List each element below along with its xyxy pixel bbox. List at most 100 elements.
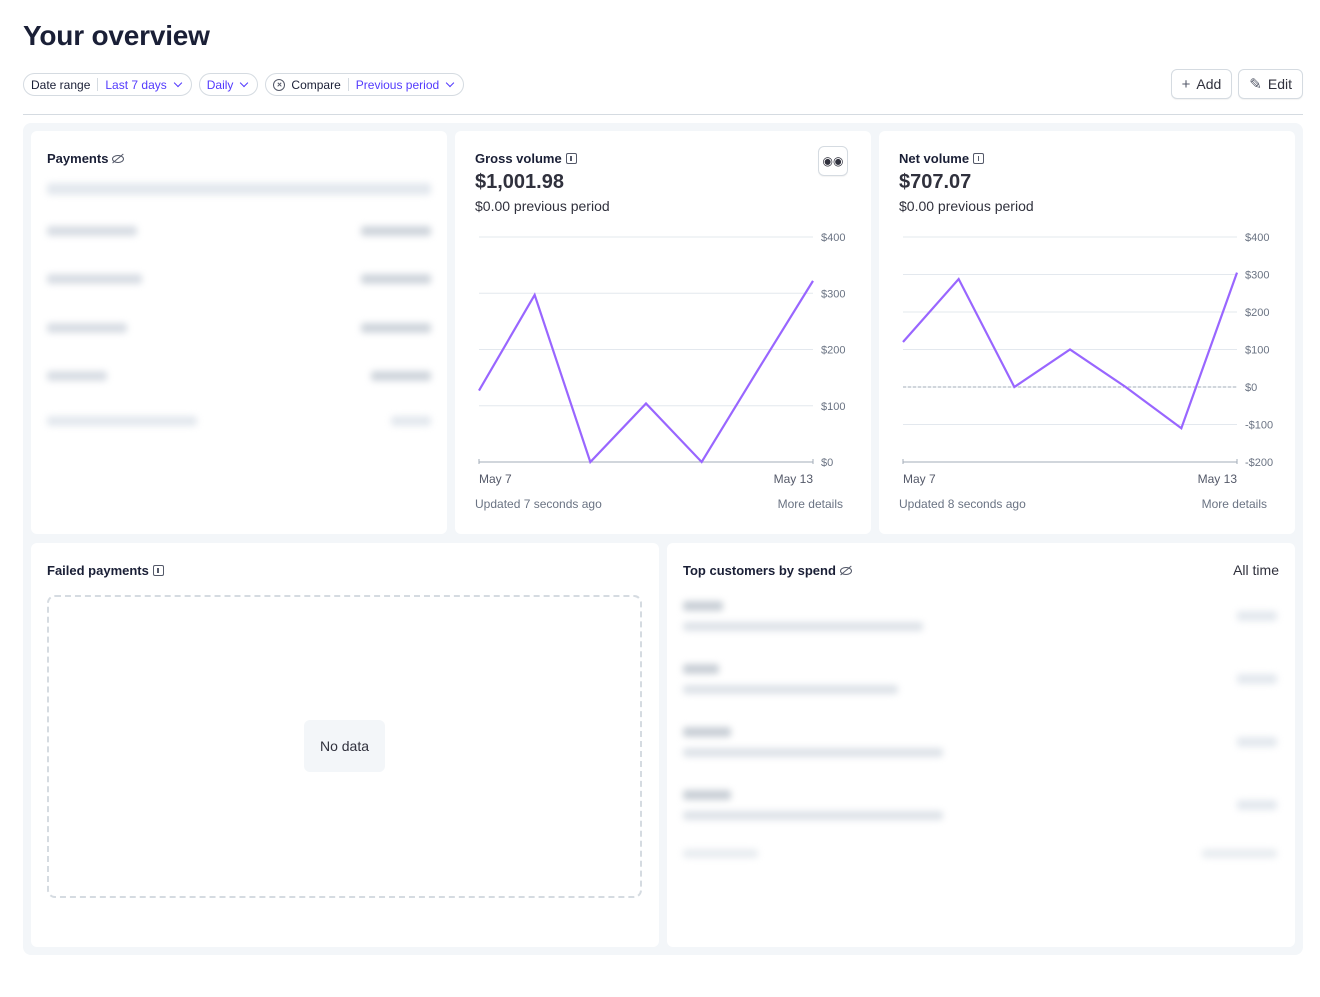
- pencil-icon: ✎: [1249, 76, 1262, 93]
- y-tick-label: $200: [1245, 307, 1269, 319]
- blurred-footer-value: [1202, 849, 1277, 858]
- blurred-customer-email: [683, 811, 943, 820]
- net-volume-chart: -$200 -$100 $0 $100 $200 $300 $400 May 7 May 13: [902, 232, 1273, 486]
- gross-volume-card[interactable]: Gross volume ◉◉ $1,001.98 $0.00 previous…: [455, 131, 871, 534]
- chevron-down-icon: [240, 78, 249, 88]
- compare-filter[interactable]: Compare Previous period: [265, 73, 465, 96]
- header-divider: [23, 114, 1303, 115]
- date-range-filter[interactable]: Date range Last 7 days: [23, 73, 192, 96]
- series-line: [478, 280, 814, 465]
- chevron-down-icon: [173, 78, 182, 88]
- failed-payments-title: Failed payments: [47, 563, 164, 578]
- blurred-row: [391, 416, 431, 426]
- chevron-down-icon: [445, 78, 455, 88]
- blurred-row: [47, 226, 137, 236]
- gross-volume-title: Gross volume: [475, 151, 577, 166]
- y-tick-label: $200: [821, 345, 845, 357]
- y-tick-label: $0: [821, 457, 833, 469]
- hidden-eye-icon: [112, 154, 125, 163]
- net-volume-card[interactable]: Net volume $707.07 $0.00 previous period…: [879, 131, 1295, 534]
- gross-volume-updated: Updated 7 seconds ago: [475, 497, 602, 511]
- hidden-eye-icon: [839, 566, 852, 575]
- x-tick-label: May 13: [1198, 472, 1238, 486]
- blurred-customer-spend: [1237, 737, 1277, 747]
- page-title: Your overview: [23, 20, 210, 51]
- blurred-customer-email: [683, 685, 898, 694]
- top-customers-title-text: Top customers by spend: [683, 563, 836, 578]
- add-button[interactable]: + Add: [1170, 69, 1233, 99]
- filter-bar: Date range Last 7 days Daily Compare Pre…: [23, 73, 465, 96]
- blurred-row: [47, 371, 107, 381]
- info-icon[interactable]: [973, 153, 985, 164]
- net-volume-value: $707.07: [899, 171, 972, 193]
- edit-button[interactable]: ✎ Edit: [1238, 69, 1303, 99]
- binoculars-button[interactable]: ◉◉: [818, 146, 848, 176]
- y-tick-label: $400: [821, 232, 845, 244]
- y-tick-label: $400: [1245, 232, 1269, 244]
- blurred-customer-email: [683, 622, 923, 631]
- net-volume-previous: $0.00 previous period: [899, 198, 1034, 214]
- blurred-bar: [47, 183, 431, 195]
- empty-state-box: [47, 595, 642, 898]
- pill-separator: [97, 78, 99, 91]
- net-volume-updated: Updated 8 seconds ago: [899, 497, 1026, 511]
- pill-separator: [347, 78, 349, 91]
- blurred-customer-name: [683, 664, 719, 674]
- series-line: [902, 272, 1239, 431]
- y-tick-label: $300: [821, 288, 845, 300]
- blurred-customer-name: [683, 727, 731, 737]
- y-tick-label: -$100: [1245, 420, 1273, 432]
- date-range-value: Last 7 days: [105, 77, 167, 92]
- gross-volume-title-text: Gross volume: [475, 151, 562, 166]
- net-volume-title: Net volume: [899, 151, 985, 166]
- top-customers-title: Top customers by spend: [683, 563, 852, 578]
- y-tick-label: $100: [821, 401, 845, 413]
- header-actions: + Add ✎ Edit: [1170, 69, 1303, 99]
- gross-volume-chart: $0 $100 $200 $300 $400 May 7 May 13: [478, 232, 845, 486]
- add-button-label: Add: [1196, 76, 1222, 92]
- top-customers-card[interactable]: Top customers by spend All time: [667, 543, 1295, 947]
- info-icon[interactable]: [152, 565, 164, 576]
- blurred-customer-spend: [1237, 611, 1277, 621]
- net-volume-more-details[interactable]: More details: [1201, 497, 1267, 511]
- binoculars-icon: ◉◉: [822, 154, 844, 168]
- date-range-label: Date range: [31, 77, 91, 92]
- net-volume-title-text: Net volume: [899, 151, 970, 166]
- gross-volume-more-details[interactable]: More details: [777, 497, 843, 511]
- info-icon[interactable]: [565, 153, 577, 164]
- blurred-customer-spend: [1237, 800, 1277, 810]
- blurred-row: [47, 274, 142, 284]
- y-tick-label: -$200: [1245, 457, 1273, 469]
- failed-payments-card[interactable]: Failed payments No data: [31, 543, 659, 947]
- blurred-row: [361, 274, 431, 284]
- x-tick-label: May 7: [903, 472, 936, 486]
- blurred-row: [361, 226, 431, 236]
- time-range-label[interactable]: All time: [1233, 562, 1279, 578]
- edit-button-label: Edit: [1267, 76, 1292, 92]
- plus-icon: +: [1181, 75, 1191, 93]
- blurred-customer-name: [683, 601, 723, 611]
- payments-card[interactable]: Payments: [31, 131, 447, 534]
- blurred-row: [47, 416, 197, 426]
- x-tick-label: May 7: [479, 472, 512, 486]
- blurred-row: [361, 323, 431, 333]
- compare-value: Previous period: [355, 77, 440, 92]
- gross-volume-value: $1,001.98: [475, 171, 564, 193]
- gross-volume-previous: $0.00 previous period: [475, 198, 610, 214]
- failed-payments-title-text: Failed payments: [47, 563, 149, 578]
- blurred-customer-email: [683, 748, 943, 757]
- blurred-customer-name: [683, 790, 731, 800]
- clear-compare-icon[interactable]: [273, 78, 286, 91]
- blurred-row: [47, 323, 127, 333]
- payments-title-text: Payments: [47, 151, 109, 166]
- dashboard-canvas: Payments Gross volume ◉◉ $1,001.98 $0.00…: [23, 123, 1303, 955]
- payments-card-title: Payments: [47, 151, 125, 166]
- blurred-view-all: [683, 849, 758, 858]
- y-tick-label: $300: [1245, 270, 1269, 282]
- interval-value: Daily: [206, 77, 234, 92]
- x-tick-label: May 13: [774, 472, 814, 486]
- interval-filter[interactable]: Daily: [198, 73, 259, 96]
- blurred-customer-spend: [1237, 674, 1277, 684]
- compare-label: Compare: [291, 77, 341, 92]
- blurred-row: [371, 371, 431, 381]
